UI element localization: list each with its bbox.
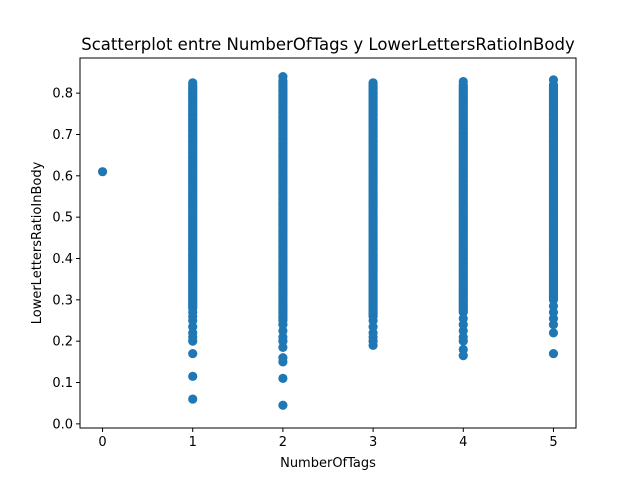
x-tick-label: 5: [549, 435, 557, 450]
data-point: [368, 315, 378, 326]
x-tick-label: 1: [189, 435, 197, 450]
data-point: [278, 320, 288, 330]
data-point: [278, 353, 288, 363]
y-tick-label: 0.6: [52, 169, 73, 184]
data-point: [278, 72, 288, 82]
x-tick-label: 0: [98, 435, 106, 450]
data-point: [548, 328, 559, 338]
y-tick-label: 0.8: [52, 87, 73, 102]
data-point: [188, 394, 198, 404]
data-point: [188, 371, 198, 381]
y-tick-label: 0.1: [52, 376, 73, 391]
x-axis: 0 1 2 3 4 5: [98, 428, 558, 450]
y-axis-label: LowerLettersRatioInBody: [30, 161, 45, 324]
y-tick-label: 0.4: [52, 252, 73, 267]
data-point: [548, 301, 559, 311]
data-point: [188, 348, 198, 359]
y-tick-label: 0.7: [52, 128, 73, 143]
y-tick-label: 0.5: [52, 211, 73, 226]
data-point: [548, 348, 559, 359]
x-tick-label: 3: [369, 435, 377, 450]
data-point: [97, 167, 108, 177]
x-axis-label: NumberOfTags: [280, 456, 376, 471]
data-point: [458, 313, 468, 324]
plot-frame: [79, 57, 577, 429]
y-tick-label: 0.2: [52, 335, 73, 350]
x-tick-label: 2: [279, 435, 287, 450]
y-axis: 0.0 0.1 0.2 0.3 0.4 0.5 0.6 0.7 0.8: [52, 87, 80, 432]
chart-title: Scatterplot entre NumberOfTags y LowerLe…: [81, 35, 575, 54]
points-layer: [97, 72, 559, 410]
data-point: [278, 400, 288, 410]
y-tick-label: 0.0: [52, 417, 73, 432]
data-point: [458, 76, 468, 87]
data-point: [458, 344, 468, 355]
x-tick-label: 4: [459, 435, 467, 450]
data-point: [188, 78, 198, 88]
data-point: [548, 75, 559, 85]
data-point: [368, 78, 378, 88]
data-point: [278, 373, 288, 383]
data-point: [188, 307, 198, 317]
y-tick-label: 0.3: [52, 293, 73, 308]
